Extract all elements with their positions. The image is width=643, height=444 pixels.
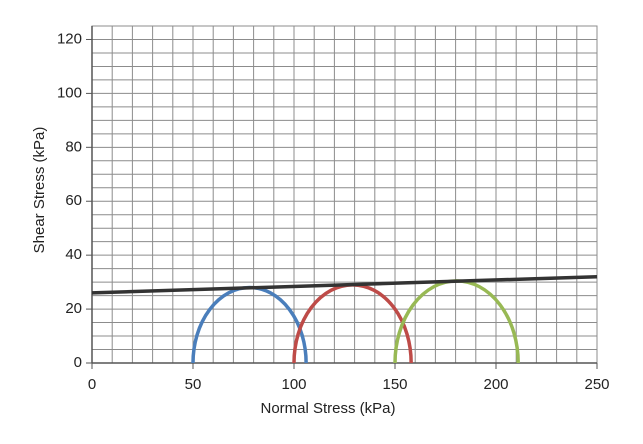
mohr-circle bbox=[393, 279, 520, 364]
y-tick-label: 40 bbox=[65, 246, 82, 263]
plot-frame bbox=[91, 25, 598, 364]
mohr-circle bbox=[292, 283, 413, 364]
y-tick-label: 20 bbox=[65, 300, 82, 317]
x-tick-label: 200 bbox=[483, 376, 508, 393]
x-tick-label: 100 bbox=[281, 376, 306, 393]
x-tick-label: 150 bbox=[382, 376, 407, 393]
y-tick-label: 80 bbox=[65, 138, 82, 155]
mohr-circle bbox=[191, 285, 308, 364]
y-tick-label: 100 bbox=[57, 84, 82, 101]
x-tick-label: 250 bbox=[584, 376, 609, 393]
x-axis-label: Normal Stress (kPa) bbox=[260, 400, 395, 417]
y-tick-label: 60 bbox=[65, 192, 82, 209]
y-tick-label: 120 bbox=[57, 30, 82, 47]
failure-envelope bbox=[91, 274, 598, 295]
y-axis-label: Shear Stress (kPa) bbox=[31, 127, 48, 254]
x-tick-label: 50 bbox=[185, 376, 202, 393]
y-tick-label: 0 bbox=[74, 354, 82, 371]
x-tick-label: 0 bbox=[88, 376, 96, 393]
